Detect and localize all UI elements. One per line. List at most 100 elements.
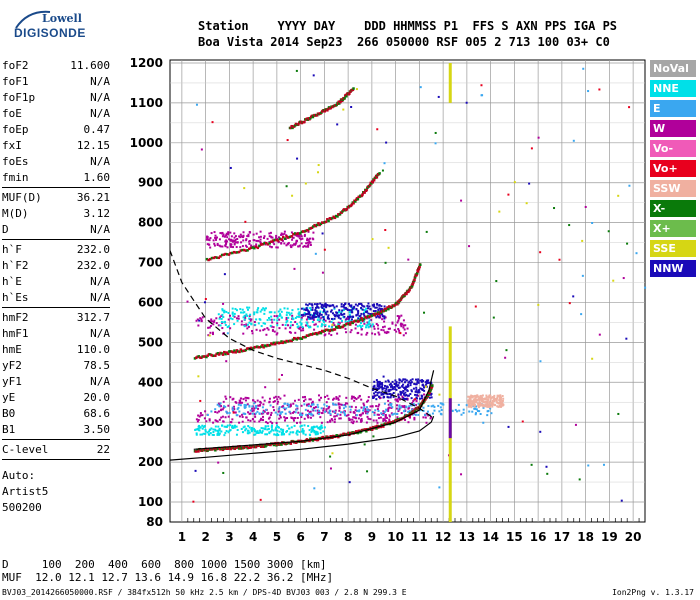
echo-point <box>235 414 238 417</box>
echo-point <box>307 238 310 241</box>
echo-point <box>352 395 355 398</box>
echo-point <box>333 306 336 309</box>
echo-point <box>425 421 428 424</box>
trace-point <box>347 431 350 435</box>
echo-point <box>300 314 303 317</box>
echo-point <box>221 309 224 312</box>
echo-point <box>296 433 299 436</box>
echo-point <box>302 313 305 316</box>
trace-point <box>315 114 319 117</box>
echo-point <box>268 311 271 314</box>
trace-point <box>306 228 310 232</box>
echo-point <box>277 408 280 411</box>
echo-point <box>485 394 488 397</box>
echo-point <box>410 397 413 400</box>
echo-point <box>324 410 327 413</box>
echo-point <box>399 323 402 326</box>
trace-point <box>287 339 291 343</box>
echo-point <box>390 394 393 397</box>
echo-point <box>398 316 401 319</box>
echo-point <box>384 419 387 422</box>
echo-point <box>263 328 266 331</box>
echo-point <box>400 406 403 409</box>
echo-point <box>373 392 376 395</box>
echo-point <box>302 431 305 434</box>
echo-point <box>379 308 382 311</box>
echo-point <box>221 313 224 316</box>
param-value: N/A <box>90 327 110 340</box>
echo-point <box>222 400 225 403</box>
trace-point <box>251 246 254 249</box>
trace-point <box>244 348 248 352</box>
trace-point <box>237 350 240 353</box>
echo-point <box>267 328 270 331</box>
echo-point <box>290 245 293 248</box>
echo-point <box>350 421 353 424</box>
echo-point <box>238 235 241 238</box>
echo-point <box>489 407 492 410</box>
echo-point <box>309 237 312 240</box>
trace-point <box>229 447 232 451</box>
echo-point <box>285 321 288 324</box>
echo-point <box>395 399 398 402</box>
trace-point <box>195 450 198 453</box>
echo-point <box>287 403 290 406</box>
echo-point <box>324 319 327 322</box>
echo-point <box>350 304 353 307</box>
echo-point <box>207 334 210 337</box>
echo-point <box>370 325 373 328</box>
echo-point <box>360 333 363 336</box>
param-label: hmE <box>2 343 22 356</box>
noise-point <box>620 499 623 502</box>
echo-point <box>307 243 310 246</box>
noise-point <box>226 332 229 335</box>
echo-point <box>295 241 298 244</box>
y-tick-label: 500 <box>138 335 163 349</box>
echo-point <box>242 398 245 401</box>
echo-point <box>457 403 460 406</box>
echo-point <box>308 240 311 243</box>
echo-point <box>424 414 427 417</box>
echo-point <box>251 332 254 335</box>
legend-item: NNW <box>650 260 696 277</box>
echo-point <box>266 327 269 330</box>
echo-point <box>229 231 232 234</box>
echo-point <box>298 234 301 237</box>
echo-point <box>360 398 363 401</box>
noise-point <box>371 238 374 241</box>
echo-point <box>367 326 370 329</box>
echo-point <box>387 408 390 411</box>
echo-point <box>341 309 344 312</box>
trace-point <box>374 176 377 179</box>
echo-point <box>233 312 236 315</box>
trace-point <box>331 216 334 220</box>
echo-point <box>338 406 341 409</box>
echo-point <box>263 308 266 311</box>
echo-point <box>369 405 372 408</box>
echo-point <box>306 324 309 327</box>
echo-point <box>362 407 365 410</box>
echo-point <box>418 391 421 394</box>
echo-point <box>260 325 263 328</box>
echo-point <box>254 412 257 415</box>
echo-point <box>392 387 395 390</box>
echo-point <box>233 236 236 239</box>
echo-point <box>402 326 405 329</box>
echo-point <box>277 433 280 436</box>
echo-point <box>381 387 384 390</box>
echo-point <box>344 402 347 405</box>
param-value: N/A <box>90 75 110 88</box>
echo-point <box>317 314 320 317</box>
echo-point <box>300 329 303 332</box>
echo-point <box>328 320 331 323</box>
echo-point <box>412 402 415 405</box>
echo-point <box>352 411 355 414</box>
echo-point <box>262 411 265 414</box>
echo-point <box>305 242 308 245</box>
echo-point <box>239 399 242 402</box>
trace-point <box>294 337 297 340</box>
echo-point <box>325 313 328 316</box>
echo-point <box>333 421 336 424</box>
echo-point <box>490 396 493 399</box>
echo-point <box>367 417 370 420</box>
